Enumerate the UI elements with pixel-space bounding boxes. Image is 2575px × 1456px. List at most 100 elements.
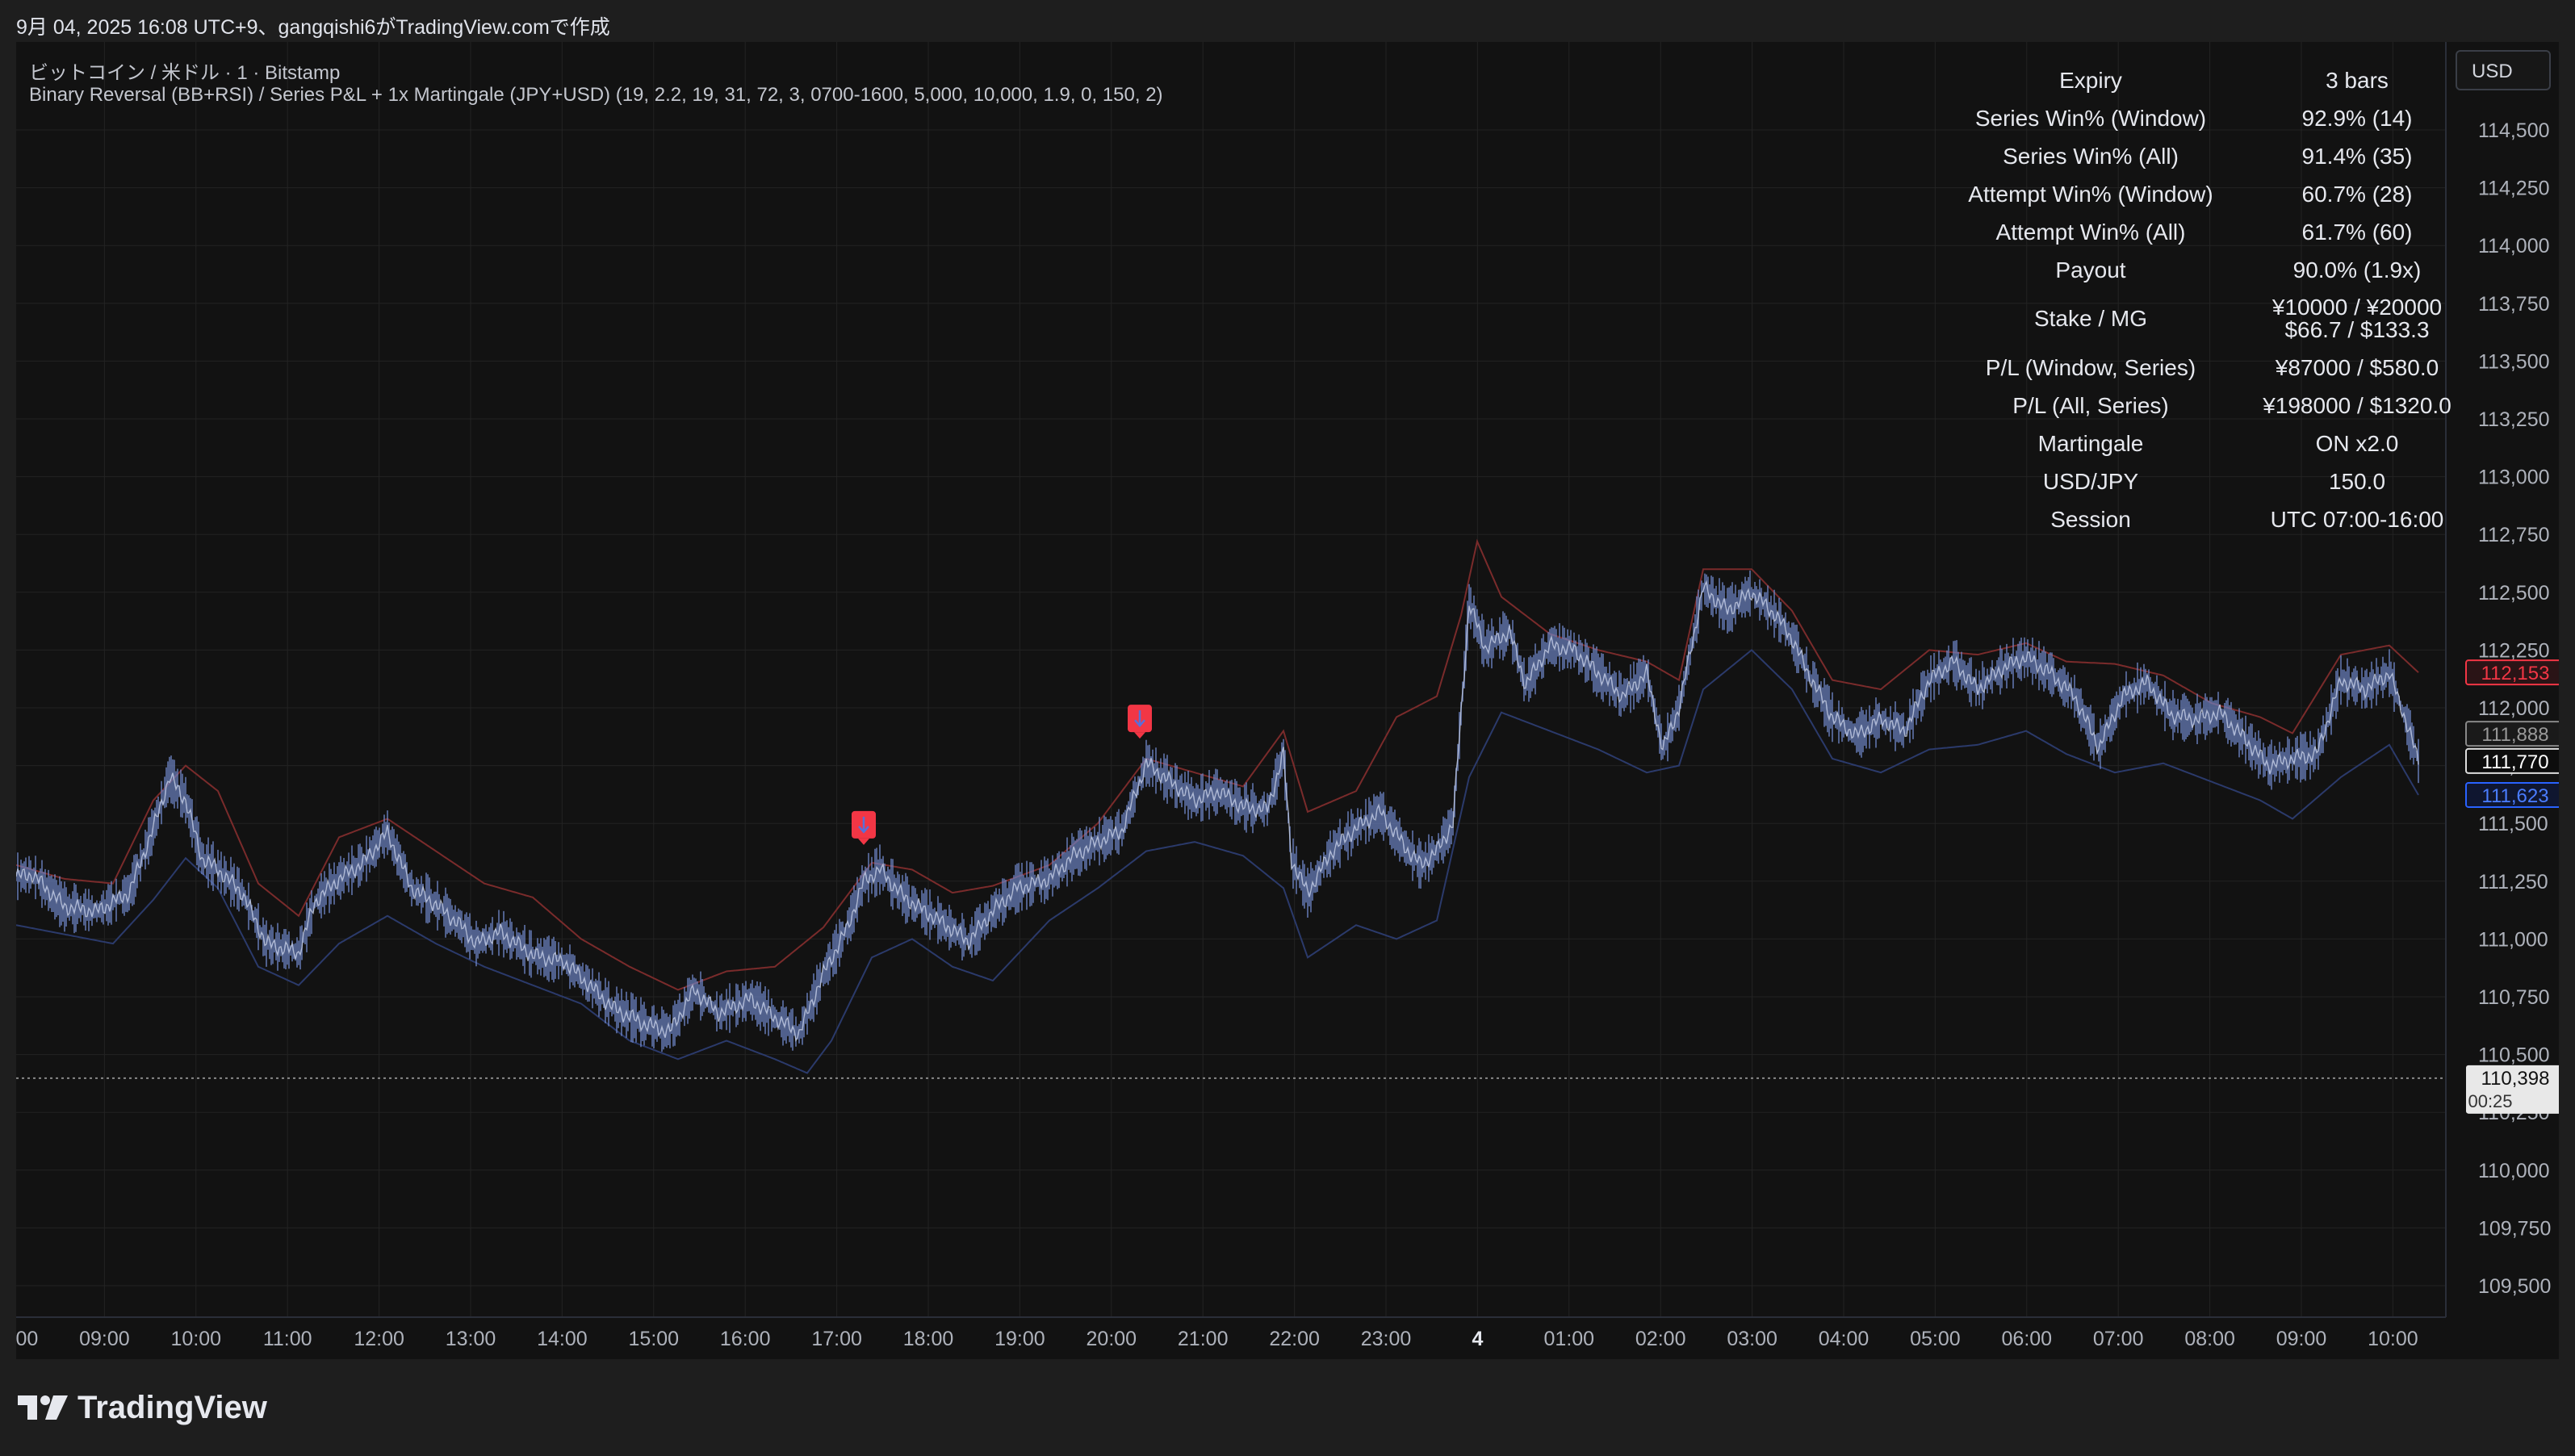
x-tick-label: 03:00 [1727, 1328, 1777, 1350]
stats-value-line: $66.7 / $133.3 [2284, 317, 2430, 342]
stats-row: Session UTC 07:00-16:00 [1945, 500, 2478, 538]
cursor-price-box [2466, 1065, 2559, 1114]
stats-row: USD/JPY 150.0 [1945, 462, 2478, 500]
x-tick-label: 02:00 [1635, 1328, 1686, 1350]
x-tick-label: 10:00 [171, 1328, 222, 1350]
arrow-down-icon [1134, 710, 1145, 728]
stats-key: Series Win% (Window) [1974, 105, 2207, 131]
price-chart[interactable]: 114,500 114,250 114,000 113,750 113,500 113,2… [16, 42, 2559, 1359]
x-tick-label: 21:00 [1178, 1328, 1229, 1350]
x-tick-label: 08:00 [16, 1328, 38, 1350]
symbol-title[interactable]: ビットコイン / 米ドル · 1 · Bitstamp [29, 62, 341, 84]
y-tick-label: 110,500 [2478, 1044, 2550, 1067]
sell-signal-marker[interactable] [852, 810, 876, 845]
y-tick-label: 112,250 [2478, 639, 2550, 662]
sell-signal-marker[interactable] [1128, 705, 1152, 739]
y-tick-label: 111,500 [2478, 813, 2548, 835]
y-tick-label: 114,250 [2478, 178, 2550, 200]
stats-value: 92.9% (14) [2236, 107, 2478, 130]
stats-row: Attempt Win% (Window) 60.7% (28) [1945, 175, 2478, 213]
stats-key: Expiry [2059, 67, 2122, 93]
y-tick-label: 109,750 [2478, 1217, 2551, 1240]
stats-value-line: ¥198000 / $1320.0 [2263, 392, 2451, 418]
stats-row: P/L (Window, Series) ¥87000 / $580.0 [1945, 349, 2478, 387]
price-label-box [2465, 721, 2559, 747]
brand-name: TradingView [77, 1389, 267, 1425]
tradingview-logo[interactable]: TradingView [18, 1388, 267, 1427]
tradingview-logo-icon [18, 1395, 68, 1420]
stats-row: Series Win% (All) 91.4% (35) [1945, 137, 2478, 175]
cursor-price-label: 110,398 [2481, 1068, 2550, 1090]
stats-key: P/L (Window, Series) [1985, 354, 2196, 380]
stats-value-line: UTC 07:00-16:00 [2270, 506, 2444, 532]
stats-value-line: 91.4% (35) [2301, 143, 2413, 169]
price-label: 112,153 [2481, 663, 2550, 684]
price-label: 111,623 [2481, 785, 2548, 807]
y-tick-label: 110,750 [2478, 986, 2550, 1009]
indicator-title[interactable]: Binary Reversal (BB+RSI) / Series P&L + … [29, 84, 1163, 106]
currency-button[interactable]: USD [2456, 50, 2551, 90]
x-tick-label: 09:00 [79, 1328, 130, 1350]
price-label: 111,770 [2481, 751, 2548, 773]
stats-row: Expiry 3 bars [1945, 61, 2478, 99]
stats-key: Session [2050, 506, 2131, 532]
stats-row: Series Win% (Window) 92.9% (14) [1945, 99, 2478, 137]
y-tick-label: 113,000 [2478, 467, 2550, 489]
x-tick-label: 01:00 [1544, 1328, 1595, 1350]
stats-value-line: 90.0% (1.9x) [2292, 257, 2422, 282]
y-tick-label: 113,250 [2478, 408, 2550, 431]
stats-value-line: ¥10000 / ¥20000 [2271, 295, 2443, 320]
stats-key: Attempt Win% (All) [1995, 219, 2186, 245]
stats-value: ¥198000 / $1320.0 [2236, 392, 2478, 418]
stats-row: Payout 90.0% (1.9x) [1945, 251, 2478, 289]
x-tick-label: 10:00 [2368, 1328, 2418, 1350]
y-tick-label: 114,500 [2478, 119, 2550, 142]
y-tick-label: 113,500 [2478, 350, 2550, 373]
x-tick-label: 09:00 [2276, 1328, 2327, 1350]
x-tick-label: 12:00 [354, 1328, 404, 1350]
y-tick-label: 113,750 [2478, 293, 2550, 316]
stats-value-line: 61.7% (60) [2301, 219, 2413, 245]
chart-caption: 9月 04, 2025 16:08 UTC+9、gangqishi6がTradi… [16, 16, 610, 39]
stats-value-line: 3 bars [2326, 67, 2389, 93]
y-tick-label: 111,000 [2478, 928, 2548, 951]
x-tick-label: 4 [1472, 1328, 1483, 1350]
stats-value: 61.7% (60) [2236, 219, 2478, 245]
y-tick-label: 112,750 [2478, 524, 2550, 546]
y-tick-label: 114,000 [2478, 235, 2550, 257]
x-tick-label: 15:00 [629, 1328, 680, 1350]
chart-pane[interactable]: 114,500 114,250 114,000 113,750 113,500 113,2… [16, 42, 2559, 1359]
signal-pointer [858, 838, 869, 845]
y-tick-label: 109,500 [2478, 1275, 2551, 1298]
stats-value-line: 60.7% (28) [2301, 181, 2413, 207]
stats-value: ¥10000 / ¥20000 $66.7 / $133.3 [2236, 296, 2478, 341]
x-tick-label: 11:00 [263, 1328, 312, 1350]
price-label-box [2465, 659, 2559, 686]
price-label-box [2465, 747, 2559, 774]
stats-value-line: ON x2.0 [2315, 430, 2399, 456]
price-line [16, 579, 2419, 1043]
stats-value-line: 92.9% (14) [2301, 105, 2413, 131]
stats-table: Expiry 3 bars Series Win% (Window) 92.9% (1… [1945, 61, 2478, 538]
stats-value: 150.0 [2236, 470, 2478, 493]
x-tick-label: 14:00 [537, 1328, 588, 1350]
stats-key: Series Win% (All) [2003, 143, 2179, 169]
x-tick-label: 18:00 [903, 1328, 954, 1350]
x-tick-label: 19:00 [994, 1328, 1045, 1350]
x-tick-label: 22:00 [1269, 1328, 1320, 1350]
stats-value: 91.4% (35) [2236, 143, 2478, 169]
x-tick-label: 17:00 [811, 1328, 862, 1350]
stats-value: ¥87000 / $580.0 [2236, 354, 2478, 380]
x-tick-label: 13:00 [446, 1328, 496, 1350]
arrow-down-icon [858, 816, 869, 834]
stats-row: Martingale ON x2.0 [1945, 425, 2478, 462]
x-tick-label: 07:00 [2093, 1328, 2144, 1350]
x-tick-label: 20:00 [1087, 1328, 1137, 1350]
cursor-time-label: 00:25 [2468, 1091, 2512, 1111]
stats-value: ON x2.0 [2236, 430, 2478, 456]
stats-key: Payout [2055, 257, 2126, 282]
stats-value: 60.7% (28) [2236, 181, 2478, 207]
stats-row: Stake / MG ¥10000 / ¥20000 $66.7 / $133.3 [1945, 289, 2478, 349]
stats-value-line: ¥87000 / $580.0 [2275, 354, 2439, 380]
x-tick-label: 23:00 [1361, 1328, 1412, 1350]
